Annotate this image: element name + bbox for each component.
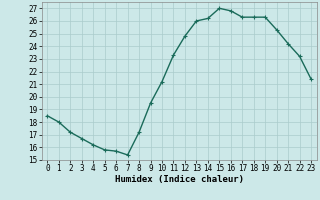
X-axis label: Humidex (Indice chaleur): Humidex (Indice chaleur)	[115, 175, 244, 184]
